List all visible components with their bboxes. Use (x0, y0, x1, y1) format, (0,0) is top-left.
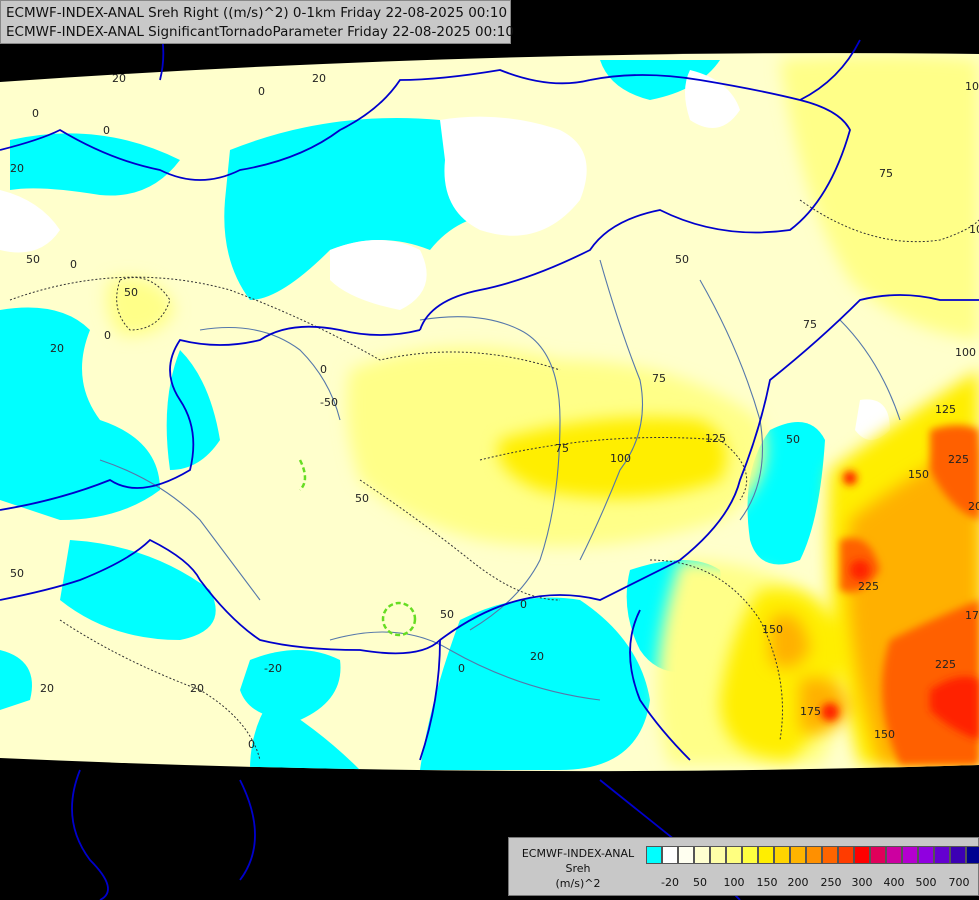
legend-title: ECMWF-INDEX-ANAL Sreh (m/s)^2 (513, 846, 643, 891)
white-regions (0, 70, 890, 440)
legend-tick-label: 300 (851, 876, 873, 889)
title-line-1: ECMWF-INDEX-ANAL Sreh Right ((m/s)^2) 0-… (6, 5, 508, 21)
legend-swatch (694, 846, 710, 864)
contour-label: 100 (969, 223, 979, 236)
legend-swatch (838, 846, 854, 864)
contour-label: 150 (762, 623, 783, 636)
contour-label: 100 (955, 346, 976, 359)
legend-swatch (918, 846, 934, 864)
contour-label: 0 (320, 363, 327, 376)
contour-label: 0 (70, 258, 77, 271)
contour-label: 20 (190, 682, 204, 695)
contour-label: 225 (858, 580, 879, 593)
legend-swatch (790, 846, 806, 864)
contour-label: 225 (935, 658, 956, 671)
contour-label: 50 (675, 253, 689, 266)
legend-swatch (806, 846, 822, 864)
legend-swatch (950, 846, 966, 864)
legend-swatch (854, 846, 870, 864)
contour-label: 200 (968, 500, 979, 513)
contour-label: 0 (103, 124, 110, 137)
contour-label: 0 (258, 85, 265, 98)
contour-label: 100 (610, 452, 631, 465)
contour-label: 75 (803, 318, 817, 331)
legend-tick-label: 400 (883, 876, 905, 889)
contour-label: 20 (530, 650, 544, 663)
legend-tick-label: 700 (948, 876, 970, 889)
legend-swatch (710, 846, 726, 864)
legend-swatch (870, 846, 886, 864)
title-line-2: ECMWF-INDEX-ANAL SignificantTornadoParam… (6, 24, 514, 40)
contour-label: 75 (555, 442, 569, 455)
map-title-box: ECMWF-INDEX-ANAL Sreh Right ((m/s)^2) 0-… (0, 0, 514, 44)
stp-contours (298, 459, 417, 637)
contour-label: 50 (786, 433, 800, 446)
contour-label: 125 (705, 432, 726, 445)
legend-swatch (678, 846, 694, 864)
legend-tick-label: 50 (693, 876, 707, 889)
legend-tick-label: -20 (661, 876, 679, 889)
legend-ticks: -20 50 100 150 200 250 300 400 500 700 (646, 876, 976, 892)
sreh-field (0, 55, 979, 770)
legend-tick-label: 100 (723, 876, 745, 889)
red-spots (821, 471, 979, 740)
legend-swatch (822, 846, 838, 864)
contour-label: 225 (948, 453, 969, 466)
contour-label: 50 (26, 253, 40, 266)
legend-title-line-1: ECMWF-INDEX-ANAL (521, 847, 635, 860)
legend-swatches (646, 846, 979, 864)
contour-label: 125 (935, 403, 956, 416)
contour-label: 20 (112, 72, 126, 85)
legend-tick-label: 500 (915, 876, 937, 889)
legend-tick-label: 250 (820, 876, 842, 889)
legend-title-line-2: Sreh (565, 862, 591, 875)
contour-label: 20 (50, 342, 64, 355)
legend-swatch (758, 846, 774, 864)
contour-label: 20 (312, 72, 326, 85)
contour-label: 150 (908, 468, 929, 481)
contour-label: 50 (124, 286, 138, 299)
legend-swatch (902, 846, 918, 864)
contour-label: 0 (32, 107, 39, 120)
legend-swatch (886, 846, 902, 864)
color-legend: ECMWF-INDEX-ANAL Sreh (m/s)^2 -20 50 100 15… (508, 837, 979, 896)
contour-label: 150 (874, 728, 895, 741)
contour-label: 50 (355, 492, 369, 505)
contour-label: 75 (652, 372, 666, 385)
contour-label: 0 (104, 329, 111, 342)
contour-label: -20 (264, 662, 282, 675)
legend-swatch (966, 846, 979, 864)
contour-label: 0 (248, 738, 255, 751)
legend-swatch (774, 846, 790, 864)
legend-swatch (934, 846, 950, 864)
contour-label: 175 (800, 705, 821, 718)
legend-tick-label: 150 (756, 876, 778, 889)
contour-label: 0 (458, 662, 465, 675)
contour-label: 175 (965, 609, 979, 622)
contour-label: 20 (10, 162, 24, 175)
legend-tick-label: 200 (787, 876, 809, 889)
contour-label: 50 (440, 608, 454, 621)
contour-label: 0 (520, 598, 527, 611)
legend-swatch (726, 846, 742, 864)
contour-label: 75 (879, 167, 893, 180)
contour-label: 50 (10, 567, 24, 580)
contour-label: 20 (40, 682, 54, 695)
contour-label: -50 (320, 396, 338, 409)
legend-swatch (646, 846, 662, 864)
legend-title-line-3: (m/s)^2 (555, 877, 601, 890)
dotted-contours (9, 199, 979, 761)
legend-swatch (742, 846, 758, 864)
contour-label: 100 (965, 80, 979, 93)
legend-swatch (662, 846, 678, 864)
